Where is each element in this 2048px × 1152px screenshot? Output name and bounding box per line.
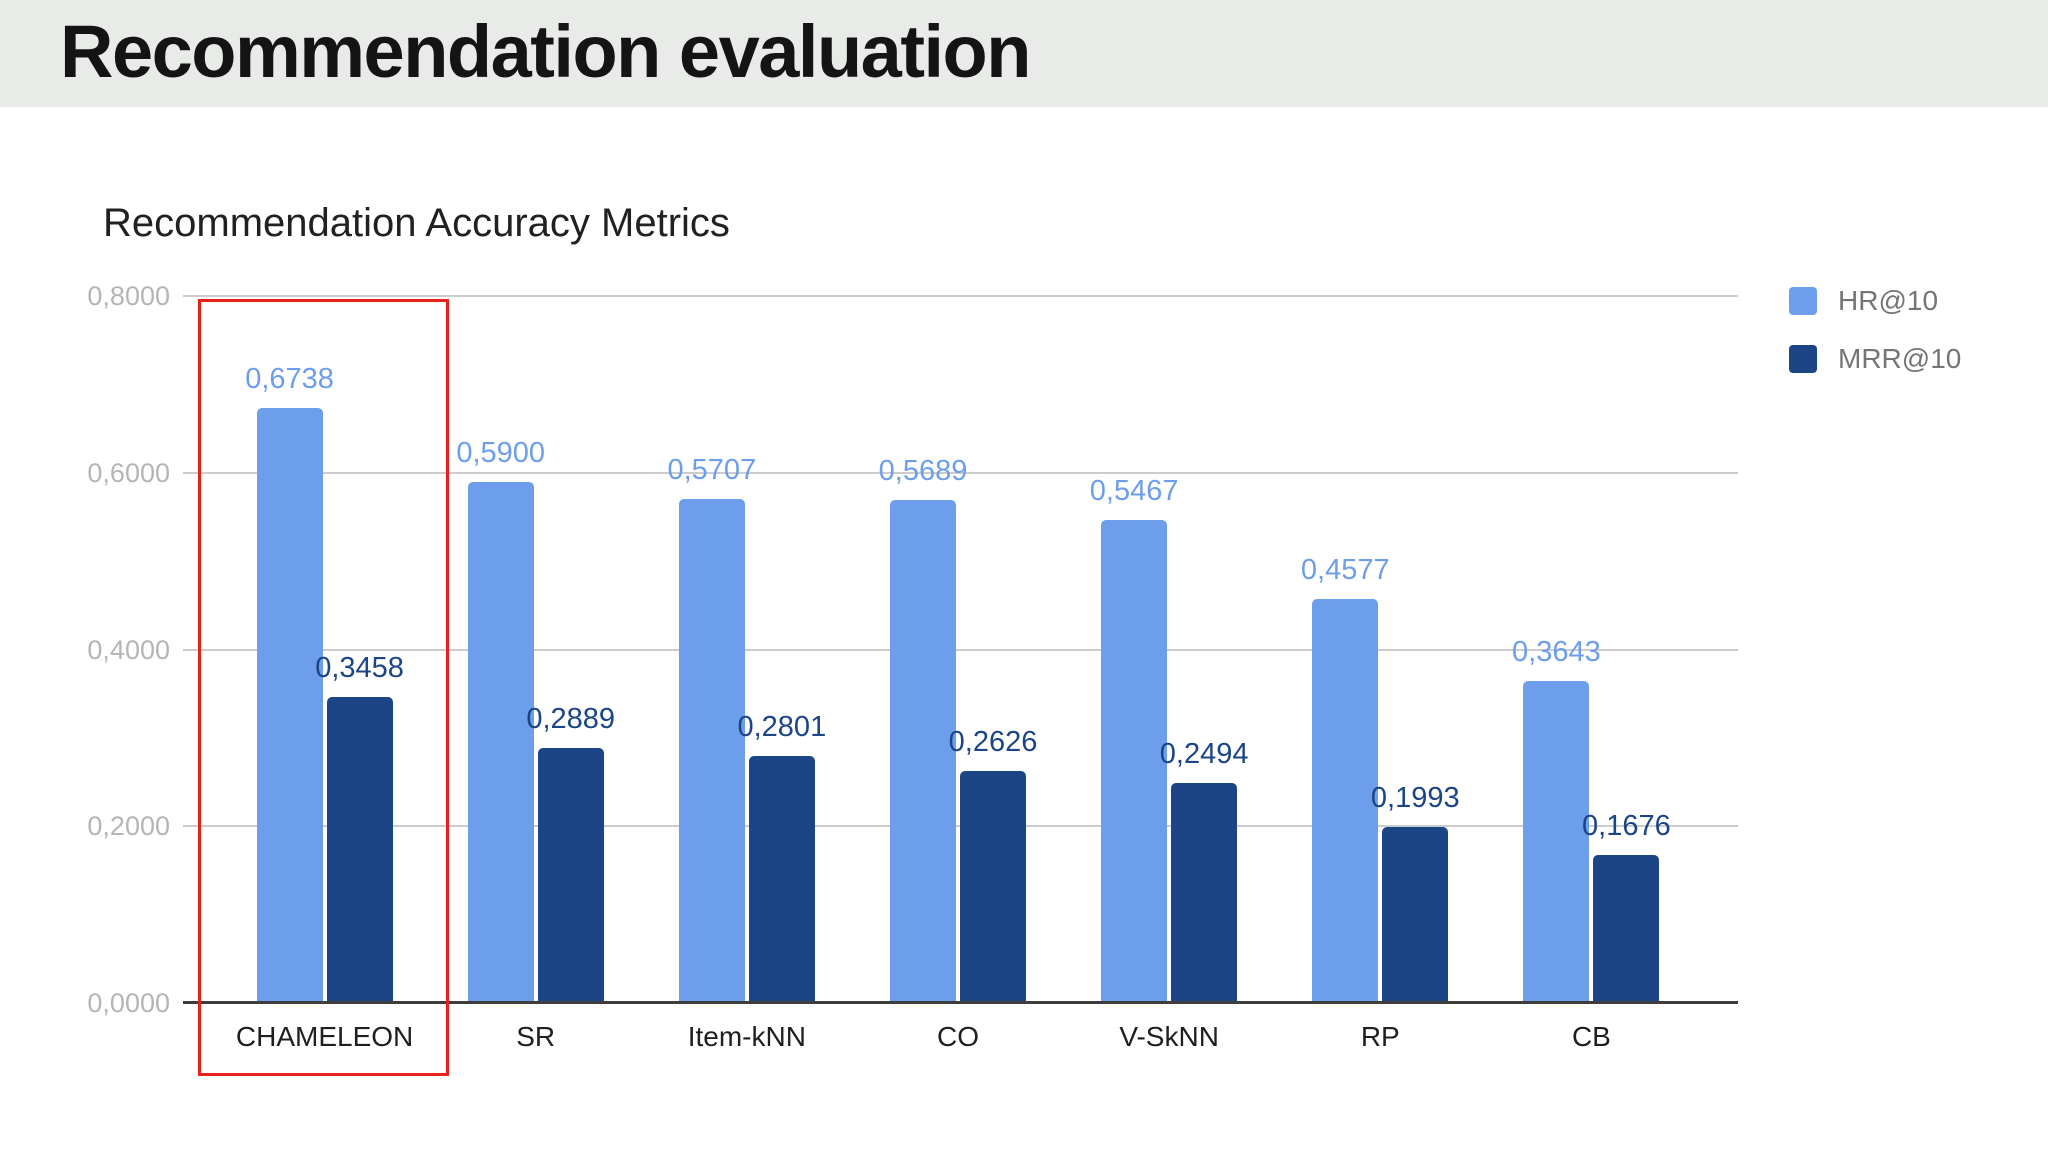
chart-legend: HR@10 MRR@10 (1789, 285, 1961, 401)
x-axis-category-label: V-SkNN (1119, 1021, 1219, 1052)
bar-value-label: 0,2889 (526, 702, 616, 735)
chart-title: Recommendation Accuracy Metrics (103, 201, 730, 245)
bar-hr10-rp: 0,4577 (1301, 554, 1390, 1003)
gridline (183, 471, 1738, 474)
bar-value-label: 0,5900 (456, 436, 546, 469)
legend-label: MRR@10 (1838, 343, 1962, 374)
bar-group-co: 0,5689 0,2626 CO (852, 296, 1063, 1052)
bar-group-rp: 0,4577 0,1993 RP (1275, 296, 1486, 1053)
bar-mrr10-cb: 0,1676 (1582, 810, 1671, 1003)
x-axis-category-label: SR (516, 1021, 556, 1052)
bar-hr10-sr: 0,5900 (456, 437, 545, 1003)
bar-value-label: 0,2494 (1159, 737, 1249, 770)
bar-group-cb: 0,3643 0,1676 CB (1486, 296, 1697, 1052)
bar-value-label: 0,3643 (1512, 636, 1601, 668)
bar-mrr10-item-knn: 0,2801 (737, 711, 826, 1003)
legend-swatch-icon (1789, 287, 1817, 315)
x-axis-category-label: CO (936, 1021, 979, 1052)
bar-mrr10-sr: 0,2889 (526, 703, 615, 1003)
bar-group-chameleon: 0,6738 0,3458 CHAMELEON (219, 296, 430, 1053)
bar-value-label: 0,1993 (1370, 781, 1460, 814)
bar-value-label: 0,5707 (667, 453, 757, 486)
gridline (183, 295, 1738, 297)
bar-value-label: 0,1676 (1582, 809, 1671, 842)
bar-groups: 0,6738 0,3458 CHAMELEON 0,5900 0,2889 SR 0,570… (219, 296, 1697, 1053)
y-axis-tick-label: 0,8000 (87, 281, 170, 311)
bar-hr10-cb: 0,3643 (1512, 636, 1601, 1003)
bar-hr10-co: 0,5689 (879, 455, 967, 1003)
slide-title: Recommendation evaluation (60, 10, 1031, 93)
y-axis-tick-label: 0,6000 (87, 457, 170, 488)
x-axis-category-label: CHAMELEON (235, 1021, 414, 1052)
bar-mrr10-co: 0,2626 (949, 726, 1037, 1003)
bar-hr10-v-sknn: 0,5467 (1090, 475, 1178, 1003)
bar-group-sr: 0,5900 0,2889 SR (430, 296, 641, 1052)
bar-value-label: 0,2801 (737, 710, 827, 743)
bar-mrr10-chameleon: 0,3458 (315, 652, 404, 1003)
legend-swatch-icon (1789, 345, 1817, 373)
x-axis-category-label: Item-kNN (687, 1021, 806, 1052)
plot-area: 0,8000 0,6000 0,4000 0,2000 0,0000 0,6738 0,3… (87, 281, 1738, 1053)
x-axis-line (183, 1001, 1738, 1004)
bar-mrr10-rp: 0,1993 (1371, 782, 1460, 1003)
y-axis-tick-label: 0,0000 (87, 988, 170, 1018)
bar-hr10-item-knn: 0,5707 (667, 454, 756, 1003)
bar-group-v-sknn: 0,5467 0,2494 V-SkNN (1064, 296, 1275, 1052)
slide-header: Recommendation evaluation (0, 0, 2048, 107)
bar-mrr10-v-sknn: 0,2494 (1160, 738, 1248, 1003)
bar-group-item-knn: 0,5707 0,2801 Item-kNN (641, 296, 852, 1052)
y-axis-tick-label: 0,2000 (87, 811, 170, 842)
bar-hr10-chameleon: 0,6738 (245, 363, 334, 1003)
bar-value-label: 0,6738 (245, 362, 334, 395)
x-axis-category-label: CB (1571, 1021, 1611, 1052)
bar-value-label: 0,4577 (1300, 553, 1390, 586)
bar-value-label: 0,2626 (948, 725, 1038, 758)
gridline (183, 648, 1738, 651)
legend-item-mrr10: MRR@10 (1789, 343, 1961, 375)
bar-value-label: 0,5689 (878, 455, 968, 488)
legend-item-hr10: HR@10 (1789, 285, 1961, 317)
y-axis-tick-label: 0,4000 (87, 634, 170, 665)
bar-value-label: 0,3458 (315, 652, 404, 685)
bar-value-label: 0,5467 (1089, 474, 1179, 507)
legend-label: HR@10 (1838, 285, 1939, 316)
x-axis-category-label: RP (1360, 1021, 1400, 1052)
